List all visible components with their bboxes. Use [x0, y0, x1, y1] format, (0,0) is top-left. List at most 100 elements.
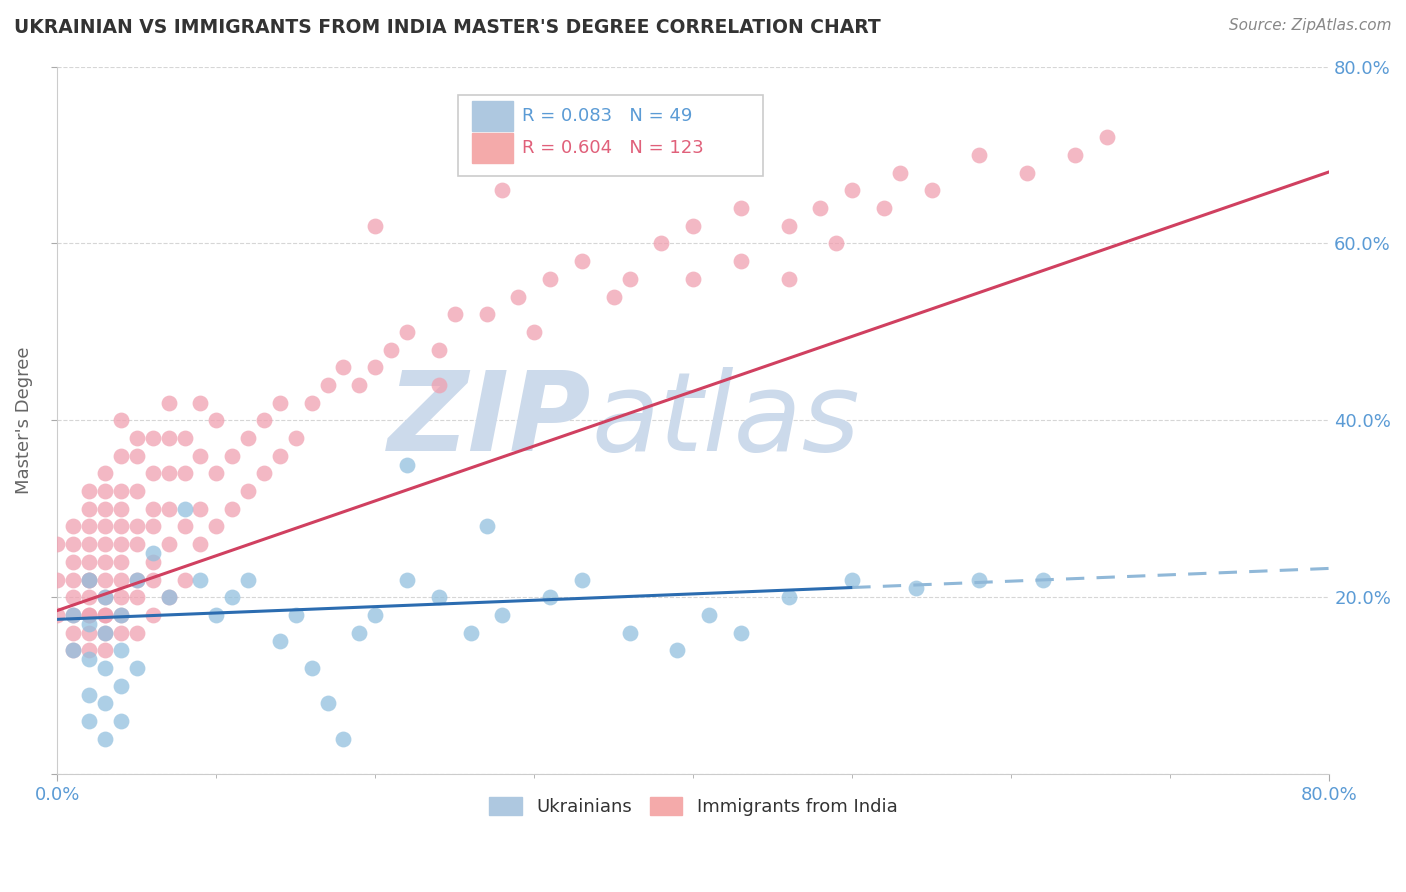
Point: [110, 555, 132, 569]
Point: [841, 183, 863, 197]
Legend: Ukrainians, Immigrants from India: Ukrainians, Immigrants from India: [479, 788, 907, 825]
Point: [46, 573, 69, 587]
Point: [491, 183, 513, 197]
Point: [125, 431, 148, 445]
Point: [125, 449, 148, 463]
Point: [157, 591, 180, 605]
Point: [427, 591, 450, 605]
Point: [443, 307, 465, 321]
Point: [125, 661, 148, 675]
Point: [157, 467, 180, 481]
Point: [619, 272, 641, 286]
Point: [969, 573, 991, 587]
Point: [142, 546, 165, 560]
Point: [62, 591, 84, 605]
Point: [125, 573, 148, 587]
Point: [142, 555, 165, 569]
Point: [841, 573, 863, 587]
Point: [460, 625, 482, 640]
Point: [94, 607, 117, 622]
Point: [110, 625, 132, 640]
Point: [682, 219, 704, 233]
Point: [650, 236, 672, 251]
Text: R = 0.604   N = 123: R = 0.604 N = 123: [522, 139, 703, 157]
Point: [603, 289, 626, 303]
Point: [125, 537, 148, 551]
Point: [364, 360, 387, 375]
Point: [571, 573, 593, 587]
Text: Source: ZipAtlas.com: Source: ZipAtlas.com: [1229, 18, 1392, 33]
Point: [157, 395, 180, 409]
Y-axis label: Master's Degree: Master's Degree: [15, 347, 32, 494]
Point: [125, 591, 148, 605]
Point: [142, 467, 165, 481]
FancyBboxPatch shape: [458, 95, 763, 177]
Point: [142, 519, 165, 533]
Point: [46, 537, 69, 551]
Point: [427, 378, 450, 392]
Point: [396, 458, 419, 472]
Point: [190, 537, 212, 551]
Point: [94, 467, 117, 481]
Point: [77, 643, 100, 657]
Point: [110, 607, 132, 622]
Point: [491, 607, 513, 622]
Point: [94, 625, 117, 640]
Point: [94, 537, 117, 551]
Point: [142, 607, 165, 622]
Point: [94, 519, 117, 533]
Point: [269, 449, 291, 463]
Point: [94, 484, 117, 499]
Point: [205, 413, 228, 427]
Point: [94, 731, 117, 746]
Point: [77, 625, 100, 640]
Point: [62, 519, 84, 533]
Point: [94, 591, 117, 605]
Point: [571, 254, 593, 268]
Point: [110, 449, 132, 463]
Point: [62, 607, 84, 622]
Point: [190, 573, 212, 587]
Point: [1063, 148, 1085, 162]
Point: [77, 537, 100, 551]
Point: [46, 607, 69, 622]
Point: [173, 501, 195, 516]
Point: [110, 413, 132, 427]
Point: [253, 413, 276, 427]
Point: [110, 501, 132, 516]
Point: [221, 501, 243, 516]
Point: [190, 449, 212, 463]
Point: [221, 591, 243, 605]
Point: [157, 537, 180, 551]
Point: [1032, 573, 1054, 587]
Point: [889, 166, 911, 180]
Point: [284, 431, 307, 445]
Point: [349, 378, 371, 392]
Point: [77, 607, 100, 622]
Point: [396, 325, 419, 339]
Point: [364, 607, 387, 622]
Point: [427, 343, 450, 357]
Point: [778, 272, 800, 286]
Text: atlas: atlas: [592, 367, 860, 474]
Point: [77, 714, 100, 728]
Point: [619, 625, 641, 640]
Point: [173, 519, 195, 533]
Point: [810, 201, 832, 215]
Point: [142, 573, 165, 587]
Point: [142, 501, 165, 516]
Point: [969, 148, 991, 162]
Point: [77, 607, 100, 622]
Point: [125, 625, 148, 640]
Point: [316, 697, 339, 711]
Point: [94, 591, 117, 605]
Point: [205, 467, 228, 481]
Point: [110, 537, 132, 551]
Point: [94, 697, 117, 711]
Point: [94, 607, 117, 622]
Text: UKRAINIAN VS IMMIGRANTS FROM INDIA MASTER'S DEGREE CORRELATION CHART: UKRAINIAN VS IMMIGRANTS FROM INDIA MASTE…: [14, 18, 880, 37]
Point: [349, 625, 371, 640]
Point: [825, 236, 848, 251]
Point: [110, 573, 132, 587]
Point: [253, 467, 276, 481]
